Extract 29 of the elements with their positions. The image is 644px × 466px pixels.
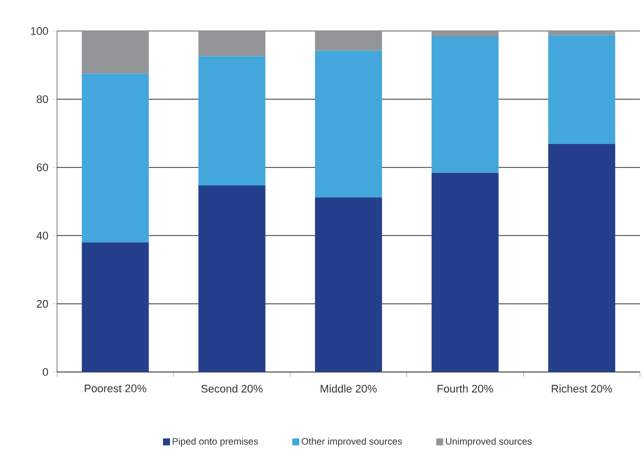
y-tick-label: 40 bbox=[36, 232, 48, 240]
legend-label: Other improved sources bbox=[302, 438, 402, 447]
x-tick-label: Second 20% bbox=[201, 384, 263, 393]
x-tick-label: Fourth 20% bbox=[438, 384, 494, 393]
bar bbox=[548, 30, 616, 36]
y-tick-label: 0 bbox=[42, 368, 48, 376]
bar bbox=[82, 242, 149, 372]
bar bbox=[432, 30, 499, 36]
bar bbox=[198, 30, 266, 56]
bar bbox=[548, 144, 616, 372]
bar bbox=[548, 35, 616, 144]
y-tick-label: 20 bbox=[36, 300, 48, 308]
x-tick-label: Poorest 20% bbox=[84, 384, 146, 392]
legend-label: Piped onto premises bbox=[172, 438, 258, 447]
bar bbox=[315, 50, 382, 198]
bar bbox=[82, 74, 149, 242]
y-tick-label: 80 bbox=[36, 95, 48, 104]
y-tick-label: 100 bbox=[31, 27, 48, 35]
y-tick-label: 60 bbox=[36, 164, 48, 172]
bar bbox=[432, 172, 499, 372]
x-tick-label: Richest 20% bbox=[552, 384, 612, 393]
bar bbox=[315, 197, 382, 372]
bar bbox=[315, 30, 382, 51]
bar bbox=[432, 36, 499, 173]
bar bbox=[82, 30, 149, 74]
bar bbox=[198, 185, 266, 372]
legend-label: Unimproved sources bbox=[446, 438, 532, 447]
x-tick-label: Middle 20% bbox=[320, 384, 377, 393]
bar bbox=[198, 56, 266, 186]
